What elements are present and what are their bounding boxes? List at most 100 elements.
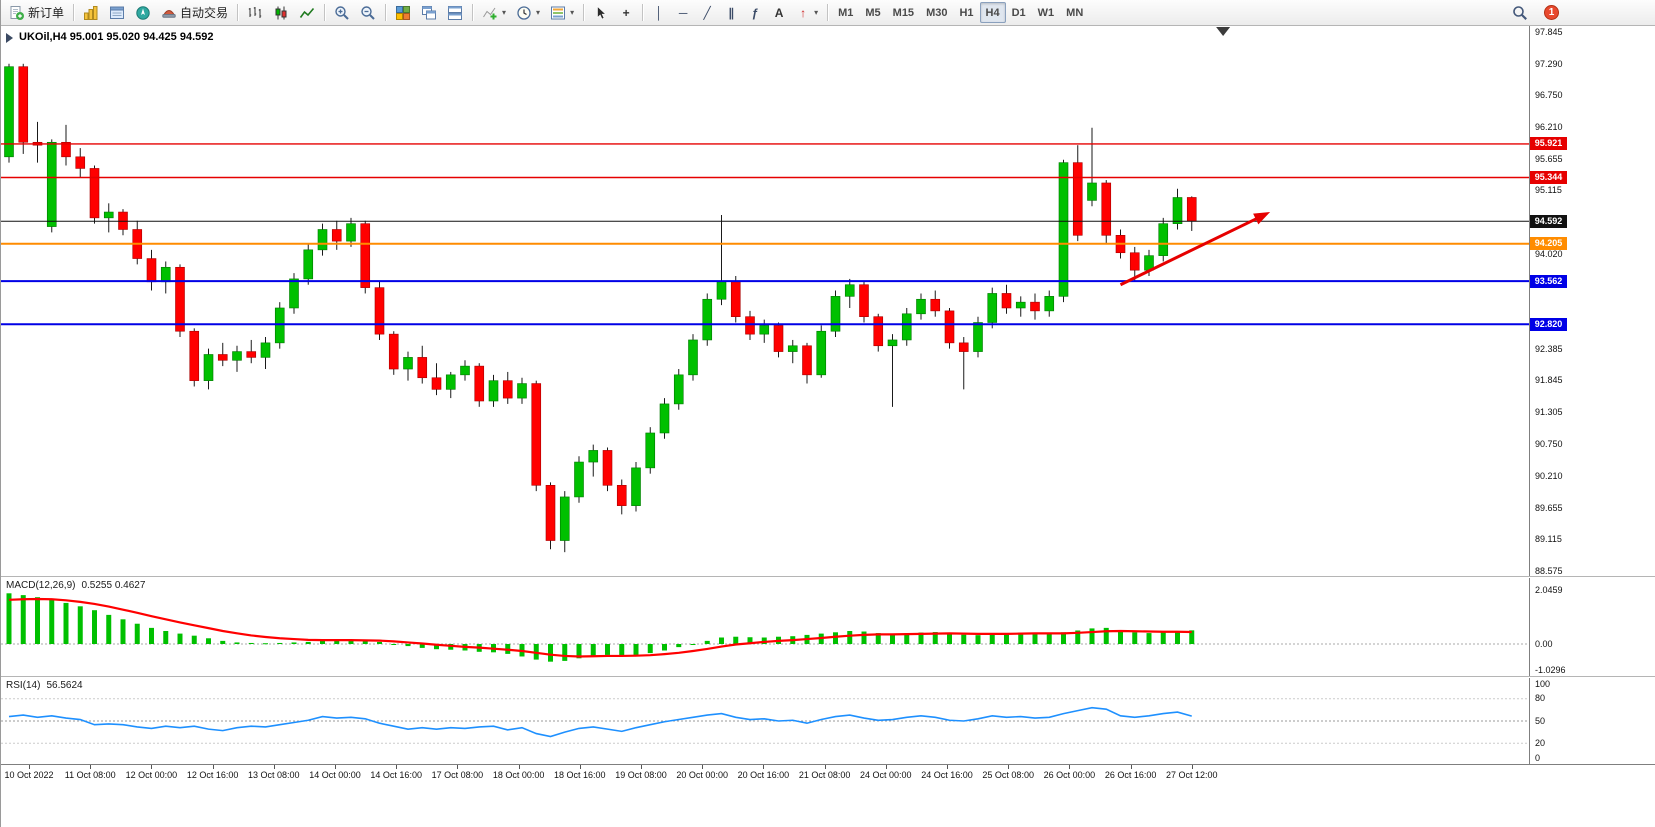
horizontal-line-button[interactable]: ─: [671, 2, 695, 23]
candle: [502, 380, 513, 399]
timeframe-w1-button-label: W1: [1037, 6, 1055, 19]
line-chart-icon: [299, 5, 315, 21]
time-tick: [396, 765, 398, 769]
timeframe-m1-button[interactable]: M1: [832, 2, 859, 23]
arrows-tool-button[interactable]: ↑ ▾: [791, 2, 823, 23]
candle: [1072, 162, 1083, 236]
rsi-panel[interactable]: RSI(14) 56.5624: [1, 678, 1529, 764]
time-tick: [212, 765, 214, 769]
timeframe-d1-button[interactable]: D1: [1006, 2, 1032, 23]
text-tool-icon: A: [774, 5, 784, 20]
price-tick: 88.575: [1535, 565, 1563, 576]
macd-panel[interactable]: MACD(12,26,9) 0.5255 0.4627: [1, 578, 1529, 676]
macd-bar: [975, 635, 981, 644]
price-tick: 95.655: [1535, 153, 1563, 164]
macd-bar: [761, 637, 767, 644]
candle: [331, 229, 342, 242]
macd-bar: [904, 633, 910, 644]
timeframes-group: M1 M5 M15 M30 H1 H4 D1 W1 MN: [832, 0, 1089, 25]
zoom-in-button[interactable]: [329, 2, 355, 23]
text-tool-button[interactable]: A: [767, 2, 791, 23]
candle: [973, 322, 983, 352]
timeframe-mn-button[interactable]: MN: [1060, 2, 1089, 23]
new-order-icon: [9, 5, 25, 21]
toolbar-separator: [472, 4, 474, 21]
time-label: 26 Oct 00:00: [1043, 770, 1096, 780]
bar-chart-button[interactable]: [242, 2, 268, 23]
search-button[interactable]: [1507, 2, 1533, 23]
timeframe-h4-button[interactable]: H4: [979, 2, 1006, 23]
macd-bar: [932, 632, 938, 644]
timeframe-h1-button[interactable]: H1: [953, 2, 979, 23]
macd-bar: [1189, 630, 1195, 644]
macd-plot[interactable]: [1, 578, 1529, 676]
candle: [246, 351, 257, 358]
time-tick: [885, 765, 887, 769]
templates-button[interactable]: ▾: [545, 2, 579, 23]
macd-bar: [1175, 631, 1180, 644]
macd-bar: [391, 644, 397, 645]
macd-bar: [1075, 630, 1081, 644]
macd-bar: [947, 633, 952, 644]
price-scale[interactable]: 97.845 97.290 96.750 96.210 95.655 95.115 94.0…: [1529, 26, 1655, 764]
macd-bar: [106, 614, 112, 644]
toolbar-separator: [237, 4, 239, 21]
chevron-down-icon: ▾: [814, 8, 819, 17]
timeframe-m5-button[interactable]: M5: [859, 2, 886, 23]
candle: [403, 357, 413, 370]
macd-bar: [847, 631, 853, 644]
vertical-line-button[interactable]: │: [647, 2, 671, 23]
indicators-button[interactable]: ▾: [477, 2, 511, 23]
market-watch-button[interactable]: [78, 2, 104, 23]
arrows-tool-icon: ↑: [800, 5, 807, 20]
macd-bar: [704, 640, 710, 644]
fibonacci-button[interactable]: ƒ: [743, 2, 767, 23]
time-tick: [273, 765, 275, 769]
fibonacci-icon: ƒ: [751, 5, 759, 20]
notifications-button[interactable]: 1: [1539, 2, 1564, 23]
arrange-windows-button[interactable]: [442, 2, 468, 23]
candle: [488, 380, 499, 402]
macd-bar: [248, 642, 254, 644]
panel-separator[interactable]: [1, 576, 1655, 578]
timeframe-m30-button[interactable]: M30: [920, 2, 953, 23]
macd-bar: [989, 634, 995, 644]
navigator-button[interactable]: [130, 2, 156, 23]
periods-button[interactable]: ▾: [511, 2, 545, 23]
channel-button[interactable]: ∥: [719, 2, 743, 23]
shift-marker-icon[interactable]: [1216, 27, 1231, 36]
macd-bar: [1032, 633, 1038, 644]
rsi-plot[interactable]: [1, 678, 1529, 764]
price-chart[interactable]: UKOil,H4 95.001 95.020 94.425 94.592: [1, 26, 1529, 576]
time-label: 13 Oct 08:00: [248, 770, 300, 780]
timeframe-w1-button[interactable]: W1: [1032, 2, 1061, 23]
trend-arrow-line[interactable]: [1119, 215, 1262, 287]
macd-bar: [676, 644, 682, 648]
time-tick: [518, 765, 520, 769]
cascade-windows-button[interactable]: [416, 2, 442, 23]
panel-separator[interactable]: [1, 676, 1655, 678]
autotrading-button[interactable]: 自动交易: [156, 2, 233, 23]
time-axis[interactable]: 10 Oct 2022 11 Oct 08:00 12 Oct 00:00 12 Oc…: [1, 764, 1655, 827]
toolbar-separator: [583, 4, 585, 21]
timeframe-m15-button[interactable]: M15: [887, 2, 920, 23]
candle: [203, 354, 214, 381]
price-plot[interactable]: [1, 26, 1529, 576]
macd-bar: [35, 597, 40, 644]
candlestick-chart-button[interactable]: [268, 2, 294, 23]
candle: [673, 374, 684, 405]
macd-bar: [77, 606, 83, 644]
candle: [1158, 223, 1169, 256]
new-order-button[interactable]: 新订单: [4, 2, 69, 23]
trend-line-button[interactable]: ╱: [695, 2, 719, 23]
data-window-button[interactable]: [104, 2, 130, 23]
tile-windows-button[interactable]: [390, 2, 416, 23]
macd-values: 0.5255 0.4627: [81, 580, 146, 591]
zoom-out-button[interactable]: [355, 2, 381, 23]
crosshair-button[interactable]: +: [614, 2, 638, 23]
cursor-button[interactable]: [588, 2, 614, 23]
candle: [901, 313, 912, 341]
line-chart-button[interactable]: [294, 2, 320, 23]
one-click-trading-toggle[interactable]: [6, 33, 13, 43]
